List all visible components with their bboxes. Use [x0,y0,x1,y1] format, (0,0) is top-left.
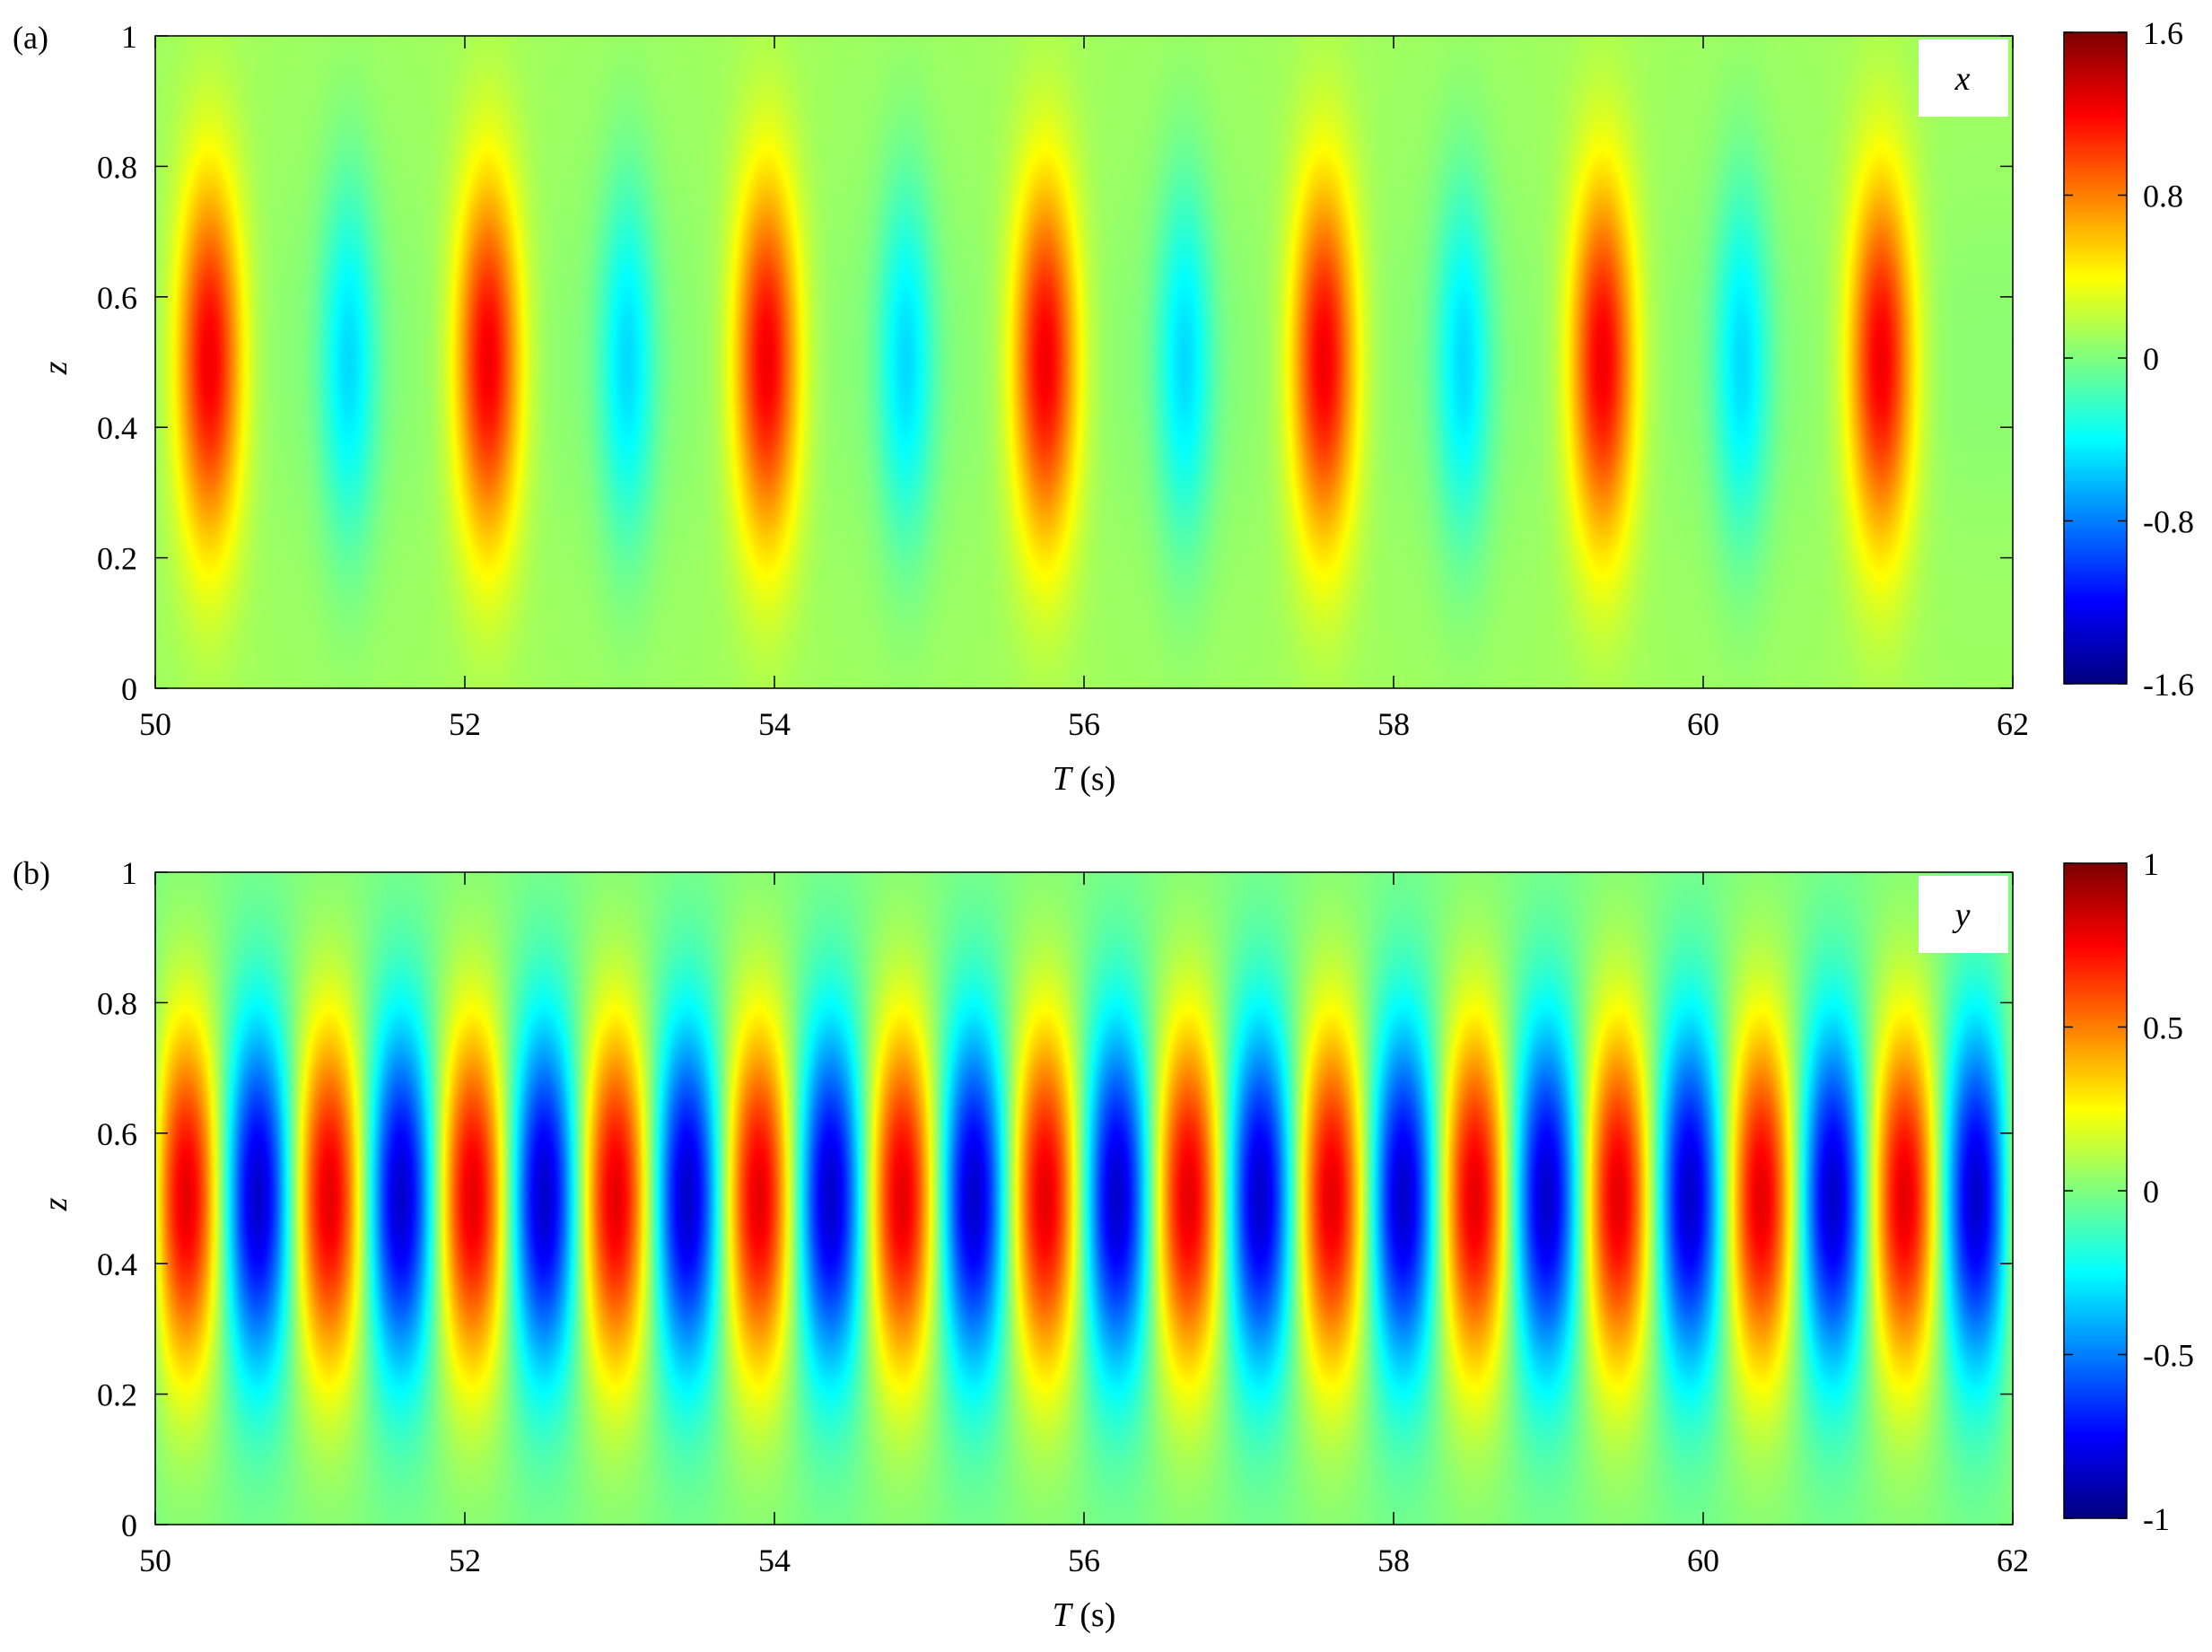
colorbar-tick-label: -0.8 [2143,504,2194,540]
panel-b-heatmap [155,872,2013,1525]
y-tick-label: 1 [121,855,137,891]
x-tick-label: 60 [1687,706,1719,742]
y-tick-label: 0.2 [97,1377,137,1413]
panel-b-xlabel: T (s) [1053,1596,1116,1634]
panel-b-xlabel-unit: (s) [1071,1596,1116,1634]
panel-b-colorbar-ticks: -1 -0.5 0 0.5 1 [2064,846,2194,1537]
y-tick-label: 0.8 [97,985,137,1021]
x-tick-label: 58 [1377,1543,1410,1578]
x-tick-label: 56 [1068,1543,1100,1578]
x-tick-label: 54 [758,706,791,742]
y-tick-label: 1 [121,19,137,55]
colorbar-tick-label: -0.5 [2143,1338,2194,1374]
y-tick-label: 0.4 [97,410,137,446]
panel-a-xlabel-var: T [1053,760,1074,798]
x-tick-label: 58 [1377,706,1410,742]
panel-b-ticks: 50 52 54 56 58 60 62 0 0.2 0.4 0.6 0.8 1 [97,855,2029,1578]
panel-b-label: (b) [13,855,50,891]
colorbar-tick-label: 0.8 [2143,179,2183,214]
panel-a-xlabel: T (s) [1053,760,1116,798]
colorbar-tick-label: 0.5 [2143,1010,2183,1046]
panel-a-ylabel: z [37,361,74,375]
y-tick-label: 0.6 [97,280,137,316]
x-tick-label: 56 [1068,706,1100,742]
panel-a-label: (a) [13,20,48,56]
y-tick-label: 0 [121,671,137,707]
y-tick-label: 0.4 [97,1246,137,1282]
x-tick-label: 52 [449,1543,481,1578]
y-tick-label: 0.8 [97,149,137,185]
panel-a-inset-box [1919,39,2008,117]
colorbar-tick-label: -1 [2143,1501,2170,1537]
colorbar-tick-label: 1 [2143,846,2159,882]
panel-a-xlabel-unit: (s) [1071,760,1116,798]
x-tick-label: 52 [449,706,481,742]
x-tick-label: 60 [1687,1543,1719,1578]
x-tick-label: 50 [139,706,171,742]
colorbar-tick-label: 1.6 [2143,15,2183,51]
panel-b-inset-box [1919,876,2008,953]
x-tick-label: 62 [1997,1543,2029,1578]
panel-b-colorbar [2064,863,2127,1518]
colorbar-tick-label: 0 [2143,341,2159,377]
panel-a-colorbar-ticks: -1.6 -0.8 0 0.8 1.6 [2064,15,2194,703]
x-tick-label: 62 [1997,706,2029,742]
x-tick-label: 54 [758,1543,791,1578]
panel-a-colorbar [2064,32,2127,684]
colorbar-tick-label: -1.6 [2143,667,2194,703]
panel-b-inset-label: y [1952,896,1971,934]
panel-a: (a) 50 52 54 56 58 60 62 0 0.2 0.4 0.6 0.8 1 x z T (… [13,15,2194,798]
panel-b-ylabel: z [37,1197,74,1211]
panel-b-xlabel-var: T [1053,1596,1074,1634]
panel-b: (b) 50 52 54 56 58 60 62 0 0.2 0.4 0.6 0.8 1 y z T (… [13,846,2194,1634]
y-tick-label: 0 [121,1508,137,1543]
panel-a-ticks: 50 52 54 56 58 60 62 0 0.2 0.4 0.6 0.8 1 [97,19,2029,742]
x-tick-label: 50 [139,1543,171,1578]
panel-a-heatmap [155,36,2013,688]
panel-a-inset-label: x [1954,60,1971,98]
y-tick-label: 0.6 [97,1116,137,1152]
colorbar-tick-label: 0 [2143,1174,2159,1210]
y-tick-label: 0.2 [97,541,137,577]
